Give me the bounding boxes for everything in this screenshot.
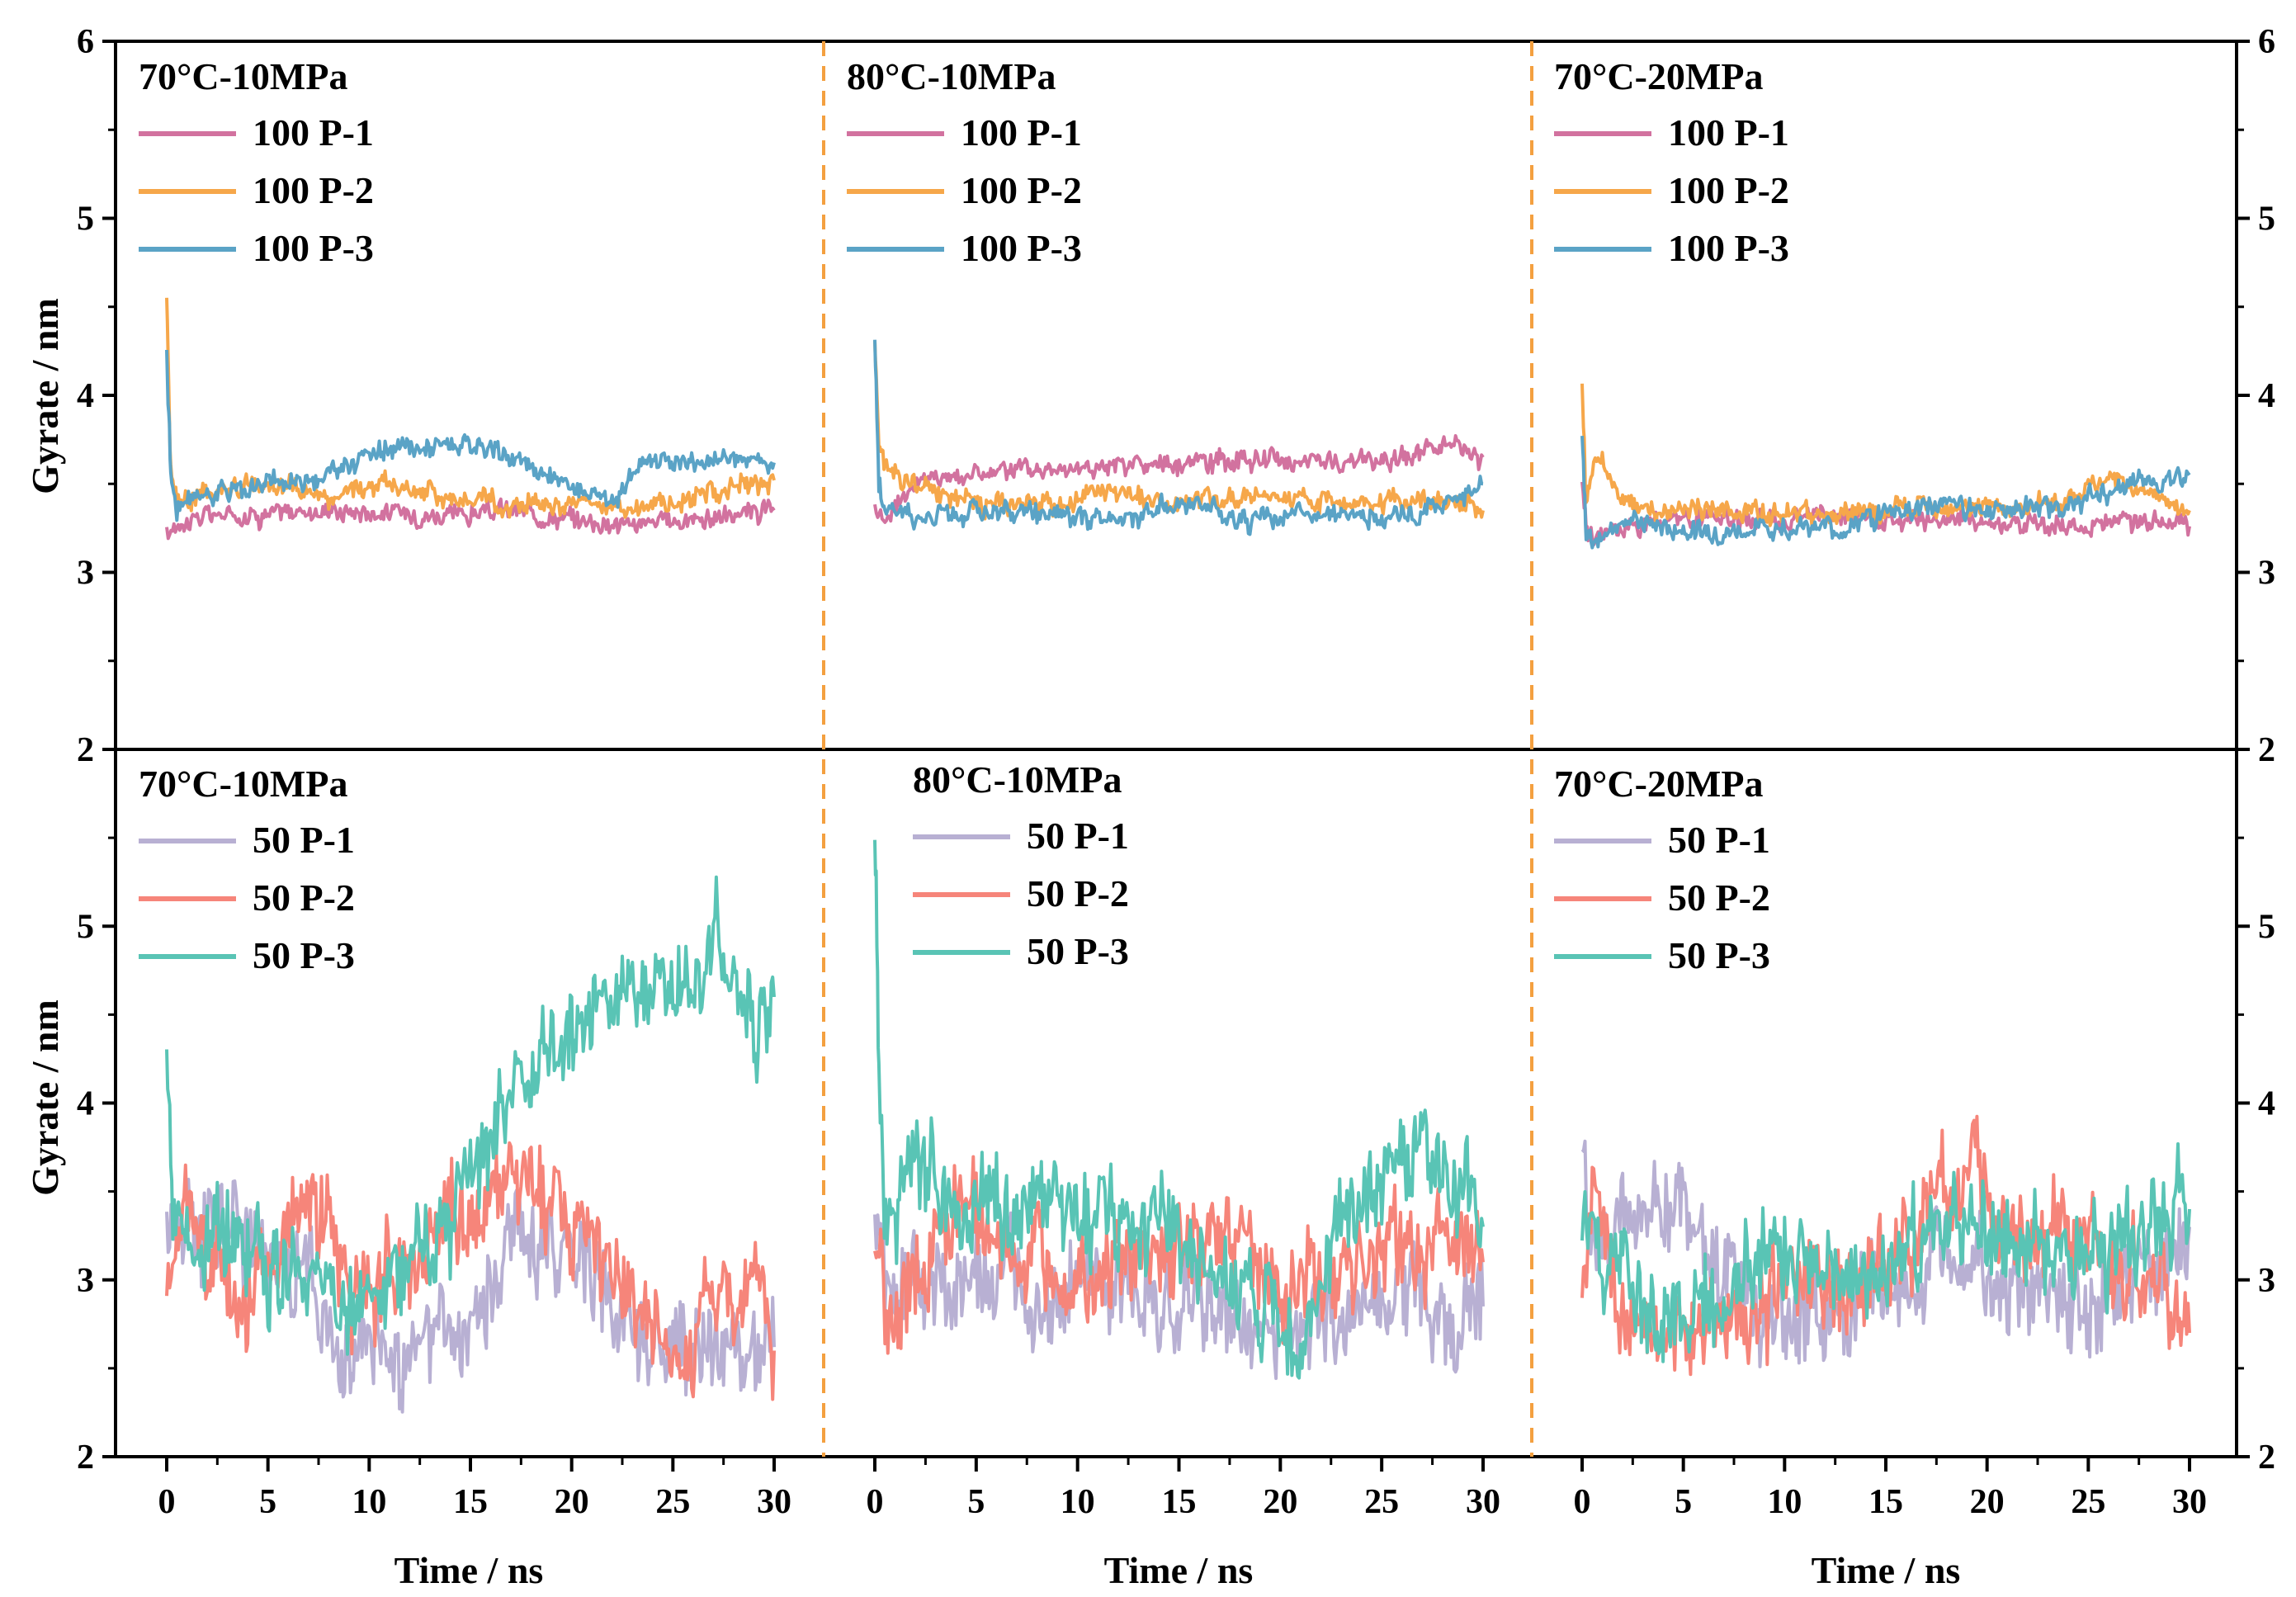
y-axis-title-bottom: Gyrate / nm [24, 999, 66, 1196]
panel-title: 70°C-10MPa [139, 763, 347, 805]
series-line-100-p-3 [1580, 436, 2191, 550]
legend-label: 100 P-3 [253, 227, 374, 269]
panel-top-0: 70°C-10MPa 100 P-1 100 P-2 100 P-3 [139, 55, 776, 541]
series-line-50-p-3 [165, 875, 776, 1356]
frame-layer: 2 2 3 3 4 4 5 5 6 6 2 2 3 3 4 4 5 5 0 5 10 15 20 25 30 0 5 10 15 20 25… [77, 23, 2275, 1521]
legend-label: 100 P-2 [253, 169, 374, 211]
legend-label: 100 P-1 [1668, 111, 1789, 154]
legend-label: 50 P-1 [1027, 815, 1129, 857]
series-line-100-p-1 [1580, 481, 2191, 546]
legend-label: 50 P-3 [1027, 930, 1129, 972]
series-line-100-p-3 [873, 339, 1484, 536]
x-tick-label: 5 [1675, 1483, 1692, 1521]
legend-label: 100 P-3 [1668, 227, 1789, 269]
panel-title: 70°C-10MPa [139, 55, 347, 97]
legend-label: 50 P-1 [1668, 819, 1770, 861]
panel-top-2: 70°C-20MPa 100 P-1 100 P-2 100 P-3 [1554, 55, 2191, 550]
y-tick-label-left: 3 [77, 1262, 94, 1300]
legend-label: 50 P-2 [1668, 876, 1770, 919]
x-tick-label: 15 [453, 1483, 488, 1521]
series-line-50-p-3 [1580, 1142, 2191, 1363]
x-tick-label: 10 [1061, 1483, 1095, 1521]
series-line-50-p-2 [873, 1155, 1485, 1355]
y-tick-label-right: 4 [2258, 377, 2275, 415]
panel-title: 70°C-20MPa [1554, 763, 1763, 805]
x-tick-label: 5 [967, 1483, 985, 1521]
x-tick-label: 30 [1466, 1483, 1500, 1521]
series-line-100-p-1 [165, 497, 776, 541]
x-tick-label: 10 [352, 1483, 386, 1521]
panel-bottom-2: 70°C-20MPa 50 P-1 50 P-2 50 P-3 [1554, 763, 2191, 1377]
x-tick-label: 20 [1970, 1483, 2005, 1521]
panel-title: 80°C-10MPa [847, 55, 1056, 97]
series-line-100-p-1 [873, 434, 1485, 524]
x-axis-title-1: Time / ns [394, 1549, 544, 1591]
legend-label: 50 P-1 [253, 819, 355, 861]
series-line-50-p-2 [165, 1141, 776, 1401]
x-tick-label: 0 [1574, 1483, 1591, 1521]
legend-label: 50 P-3 [1668, 934, 1770, 976]
legend-label: 50 P-3 [253, 934, 355, 976]
y-tick-label-right: 3 [2258, 555, 2275, 593]
y-tick-label-left: 5 [77, 201, 94, 239]
y-tick-label-left: 5 [77, 908, 94, 946]
panel-title: 80°C-10MPa [913, 758, 1122, 801]
legend-label: 100 P-3 [961, 227, 1082, 269]
x-tick-label: 25 [2071, 1483, 2105, 1521]
panel-title: 70°C-20MPa [1554, 55, 1763, 97]
y-tick-label-right: 3 [2258, 1262, 2275, 1300]
x-tick-label: 0 [867, 1483, 884, 1521]
y-tick-label-right: 6 [2258, 23, 2275, 61]
x-tick-label: 15 [1162, 1483, 1197, 1521]
x-tick-label: 5 [259, 1483, 276, 1521]
panel-bottom-0: 70°C-10MPa 50 P-1 50 P-2 50 P-3 [139, 763, 776, 1414]
legend-label: 100 P-1 [961, 111, 1082, 154]
y-tick-label-left: 6 [77, 23, 94, 61]
legend-label: 100 P-2 [961, 169, 1082, 211]
y-tick-label-right: 4 [2258, 1085, 2275, 1123]
x-tick-label: 0 [158, 1483, 176, 1521]
x-axis-title-2: Time / ns [1104, 1549, 1254, 1591]
y-tick-label-left: 4 [77, 1085, 94, 1123]
legend-label: 100 P-1 [253, 111, 374, 154]
panel-top-1: 80°C-10MPa 100 P-1 100 P-2 100 P-3 [847, 55, 1485, 536]
x-tick-label: 25 [1364, 1483, 1399, 1521]
panel-bottom-1: 80°C-10MPa 50 P-1 50 P-2 50 P-3 [873, 758, 1485, 1381]
x-tick-label: 25 [655, 1483, 690, 1521]
legend-label: 50 P-2 [253, 876, 355, 919]
legend-label: 100 P-2 [1668, 169, 1789, 211]
x-tick-label: 20 [555, 1483, 589, 1521]
y-tick-label-left: 3 [77, 555, 94, 593]
legend-label: 50 P-2 [1027, 872, 1129, 914]
x-tick-label: 20 [1263, 1483, 1297, 1521]
x-tick-label: 15 [1868, 1483, 1903, 1521]
x-tick-label: 30 [2172, 1483, 2207, 1521]
y-tick-label-left: 2 [77, 731, 94, 769]
y-tick-label-right: 5 [2258, 201, 2275, 239]
x-axis-title-3: Time / ns [1812, 1549, 1961, 1591]
y-tick-label-left: 2 [77, 1439, 94, 1477]
y-tick-label-right: 2 [2258, 1439, 2275, 1477]
y-axis-title-top: Gyrate / nm [24, 298, 66, 494]
series-line-100-p-3 [165, 349, 776, 522]
series-line-50-p-3 [873, 839, 1485, 1380]
x-tick-label: 10 [1767, 1483, 1802, 1521]
y-tick-label-right: 5 [2258, 908, 2275, 946]
y-tick-label-right: 2 [2258, 731, 2275, 769]
x-tick-label: 30 [757, 1483, 791, 1521]
y-tick-label-left: 4 [77, 377, 94, 415]
